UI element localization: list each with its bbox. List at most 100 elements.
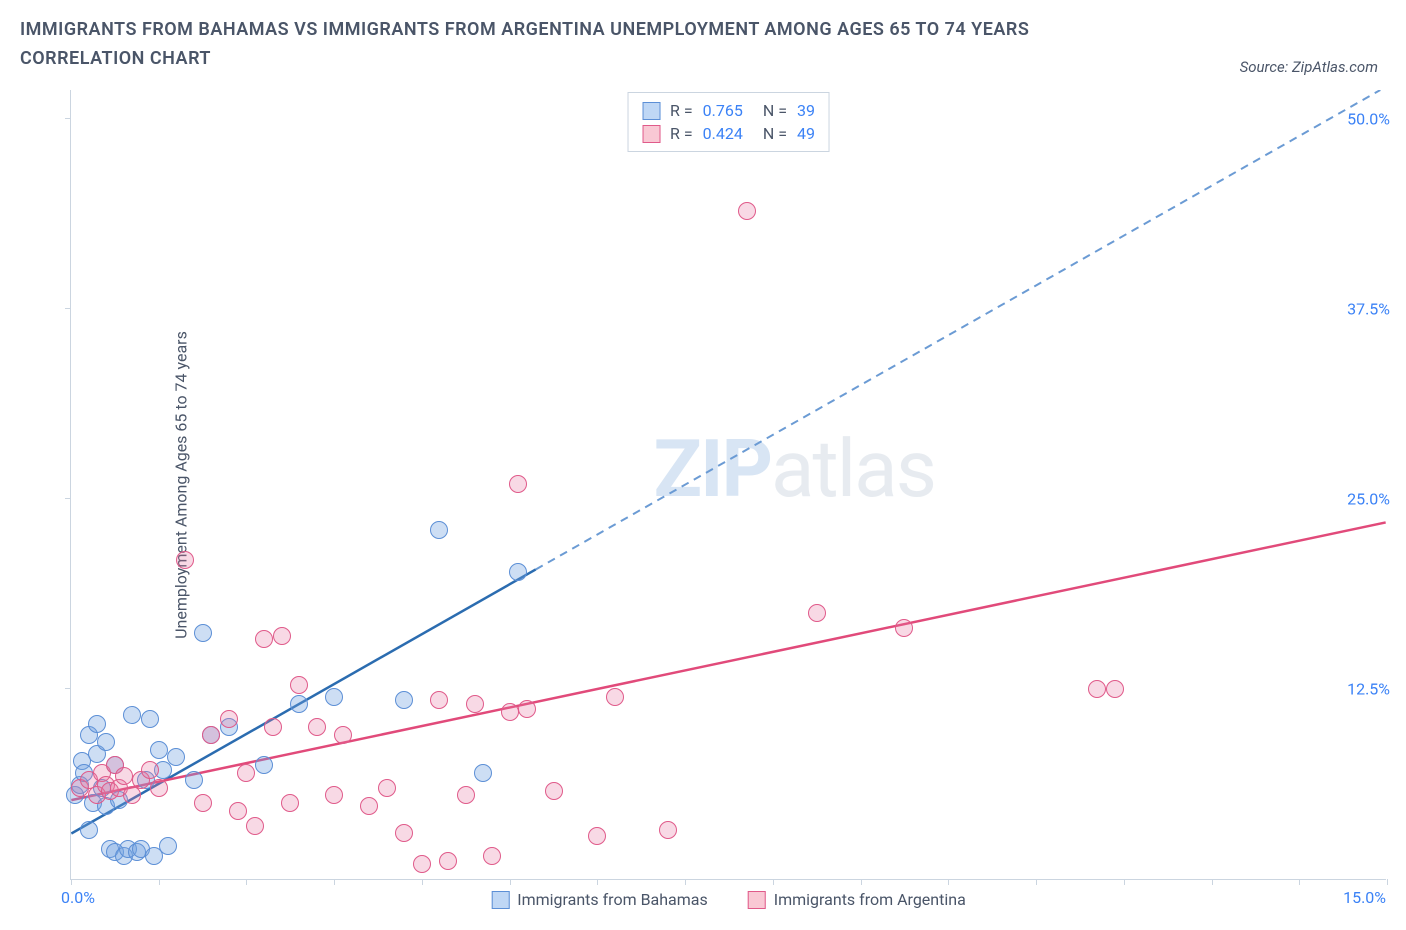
data-point	[141, 710, 159, 728]
data-point	[281, 794, 299, 812]
data-point	[97, 733, 115, 751]
data-point	[255, 756, 273, 774]
data-point	[150, 741, 168, 759]
data-point	[545, 782, 563, 800]
data-point	[123, 706, 141, 724]
data-point	[457, 786, 475, 804]
y-tick-label: 25.0%	[1347, 490, 1390, 509]
x-tick	[1299, 879, 1300, 885]
data-point	[159, 837, 177, 855]
data-point	[194, 794, 212, 812]
legend-r-label: R =	[670, 101, 693, 120]
data-point	[150, 779, 168, 797]
x-tick	[948, 879, 949, 885]
x-tick	[1124, 879, 1125, 885]
x-axis-start-label: 0.0%	[61, 888, 95, 907]
data-point	[430, 691, 448, 709]
legend-swatch	[642, 102, 660, 120]
data-point	[395, 824, 413, 842]
data-point	[395, 691, 413, 709]
correlation-legend: R = 0.765 N = 39 R = 0.424 N = 49	[627, 92, 830, 152]
data-point	[176, 551, 194, 569]
plot-area: Unemployment Among Ages 65 to 74 years Z…	[70, 90, 1386, 880]
legend-r-label: R =	[670, 124, 693, 143]
y-tick	[65, 688, 71, 689]
series-legend-item: Immigrants from Bahamas	[491, 890, 708, 909]
data-point	[518, 700, 536, 718]
data-point	[895, 619, 913, 637]
x-tick	[422, 879, 423, 885]
data-point	[413, 855, 431, 873]
legend-swatch	[642, 125, 660, 143]
data-point	[509, 563, 527, 581]
data-point	[808, 604, 826, 622]
x-tick	[1212, 879, 1213, 885]
data-point	[237, 764, 255, 782]
data-point	[334, 726, 352, 744]
data-point	[273, 627, 291, 645]
legend-swatch	[491, 891, 509, 909]
data-point	[430, 521, 448, 539]
legend-n-label: N =	[763, 124, 787, 143]
data-point	[80, 821, 98, 839]
series-name: Immigrants from Bahamas	[517, 890, 708, 909]
x-axis-end-label: 15.0%	[1343, 888, 1386, 907]
data-point	[194, 624, 212, 642]
data-point	[290, 695, 308, 713]
data-point	[738, 202, 756, 220]
data-point	[483, 847, 501, 865]
series-legend: Immigrants from Bahamas Immigrants from A…	[491, 890, 966, 909]
data-point	[264, 718, 282, 736]
x-tick	[773, 879, 774, 885]
x-tick	[597, 879, 598, 885]
data-point	[606, 688, 624, 706]
chart-title: IMMIGRANTS FROM BAHAMAS VS IMMIGRANTS FR…	[20, 16, 1120, 74]
data-point	[220, 710, 238, 728]
legend-swatch	[748, 891, 766, 909]
data-point	[229, 802, 247, 820]
x-tick	[685, 879, 686, 885]
x-tick	[1387, 879, 1388, 885]
data-point	[659, 821, 677, 839]
x-tick	[334, 879, 335, 885]
x-tick	[510, 879, 511, 885]
legend-n-value: 49	[797, 124, 815, 143]
y-axis-title: Unemployment Among Ages 65 to 74 years	[171, 331, 190, 639]
y-tick-label: 37.5%	[1347, 300, 1390, 319]
data-point	[202, 726, 220, 744]
data-point	[255, 630, 273, 648]
watermark: ZIPatlas	[654, 422, 935, 516]
y-tick	[65, 308, 71, 309]
series-legend-item: Immigrants from Argentina	[748, 890, 966, 909]
data-point	[185, 771, 203, 789]
data-point	[588, 827, 606, 845]
x-tick	[159, 879, 160, 885]
data-point	[290, 676, 308, 694]
data-point	[246, 817, 264, 835]
y-tick-label: 50.0%	[1347, 110, 1390, 129]
x-tick	[246, 879, 247, 885]
x-tick	[1036, 879, 1037, 885]
source-attribution: Source: ZipAtlas.com	[1240, 58, 1378, 76]
legend-r-value: 0.765	[703, 101, 743, 120]
data-point	[167, 748, 185, 766]
data-point	[466, 695, 484, 713]
data-point	[123, 786, 141, 804]
legend-n-value: 39	[797, 101, 815, 120]
x-tick	[861, 879, 862, 885]
data-point	[378, 779, 396, 797]
data-point	[1088, 680, 1106, 698]
series-name: Immigrants from Argentina	[774, 890, 966, 909]
data-point	[325, 786, 343, 804]
data-point	[308, 718, 326, 736]
legend-n-label: N =	[763, 101, 787, 120]
y-tick-label: 12.5%	[1347, 680, 1390, 699]
data-point	[141, 761, 159, 779]
data-point	[360, 797, 378, 815]
data-point	[115, 767, 133, 785]
data-point	[474, 764, 492, 782]
y-tick	[65, 498, 71, 499]
data-point	[439, 852, 457, 870]
y-tick	[65, 118, 71, 119]
legend-r-value: 0.424	[703, 124, 743, 143]
